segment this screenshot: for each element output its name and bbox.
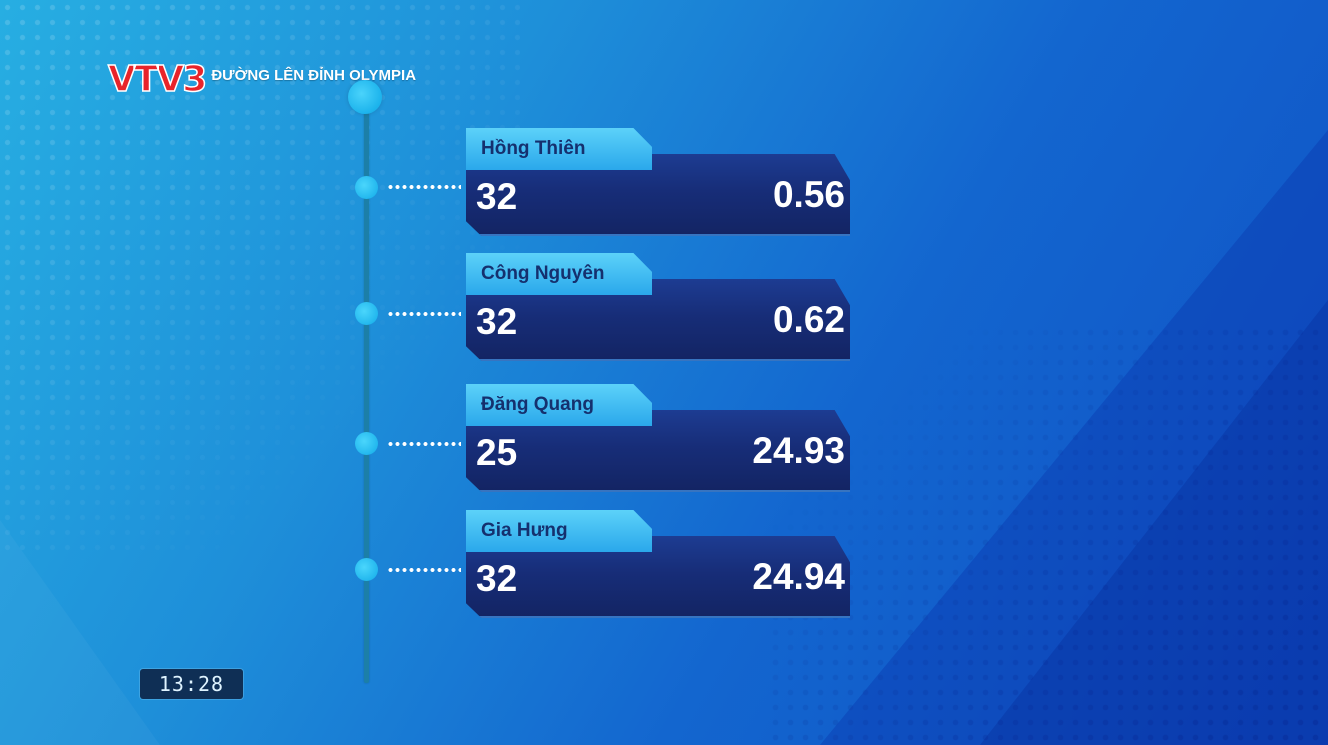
timeline-node bbox=[355, 432, 378, 455]
program-title: ĐƯỜNG LÊN ĐỈNH OLYMPIA bbox=[211, 66, 417, 84]
contestant-card: Hồng Thiên 32 0.56 bbox=[466, 128, 851, 238]
contestant-time: 0.62 bbox=[772, 299, 845, 340]
contestant-name: Gia Hưng bbox=[481, 520, 568, 541]
dotted-connector bbox=[387, 568, 461, 572]
contestant-time: 24.93 bbox=[752, 430, 845, 471]
card-name-tab bbox=[466, 128, 652, 170]
contestant-name: Công Nguyên bbox=[481, 263, 605, 284]
contestant-score: 25 bbox=[476, 432, 518, 473]
contestant-score: 32 bbox=[476, 301, 518, 342]
contestant-card: Đăng Quang 25 24.93 bbox=[466, 384, 851, 494]
timeline-top-node bbox=[348, 80, 382, 114]
dotted-connector bbox=[387, 185, 461, 189]
contestant-name: Hồng Thiên bbox=[481, 138, 586, 159]
contestant-name: Đăng Quang bbox=[481, 394, 594, 415]
contestant-score: 32 bbox=[476, 176, 518, 217]
broadcast-clock: 13:28 bbox=[140, 669, 243, 699]
logo-number: 3 bbox=[182, 59, 209, 101]
contestant-time: 24.94 bbox=[752, 556, 845, 597]
channel-logo: VTV3 ĐƯỜNG LÊN ĐỈNH OLYMPIA bbox=[107, 59, 417, 101]
contestant-card: Gia Hưng 32 24.94 bbox=[466, 510, 851, 620]
contestant-score: 32 bbox=[476, 558, 518, 599]
card-name-tab bbox=[466, 510, 652, 552]
dotted-connector bbox=[387, 312, 461, 316]
logo-prefix: VTV bbox=[107, 59, 185, 101]
vtv3-logo-mark: VTV3 bbox=[107, 59, 209, 101]
timeline-node bbox=[355, 302, 378, 325]
card-name-tab bbox=[466, 384, 652, 426]
contestant-time: 0.56 bbox=[772, 174, 845, 215]
timeline-line bbox=[364, 95, 369, 683]
timeline-node bbox=[355, 176, 378, 199]
dotted-connector bbox=[387, 442, 461, 446]
timeline-node bbox=[355, 558, 378, 581]
background-dot-pattern-right bbox=[768, 325, 1328, 745]
card-name-tab bbox=[466, 253, 652, 295]
contestant-card: Công Nguyên 32 0.62 bbox=[466, 253, 851, 363]
